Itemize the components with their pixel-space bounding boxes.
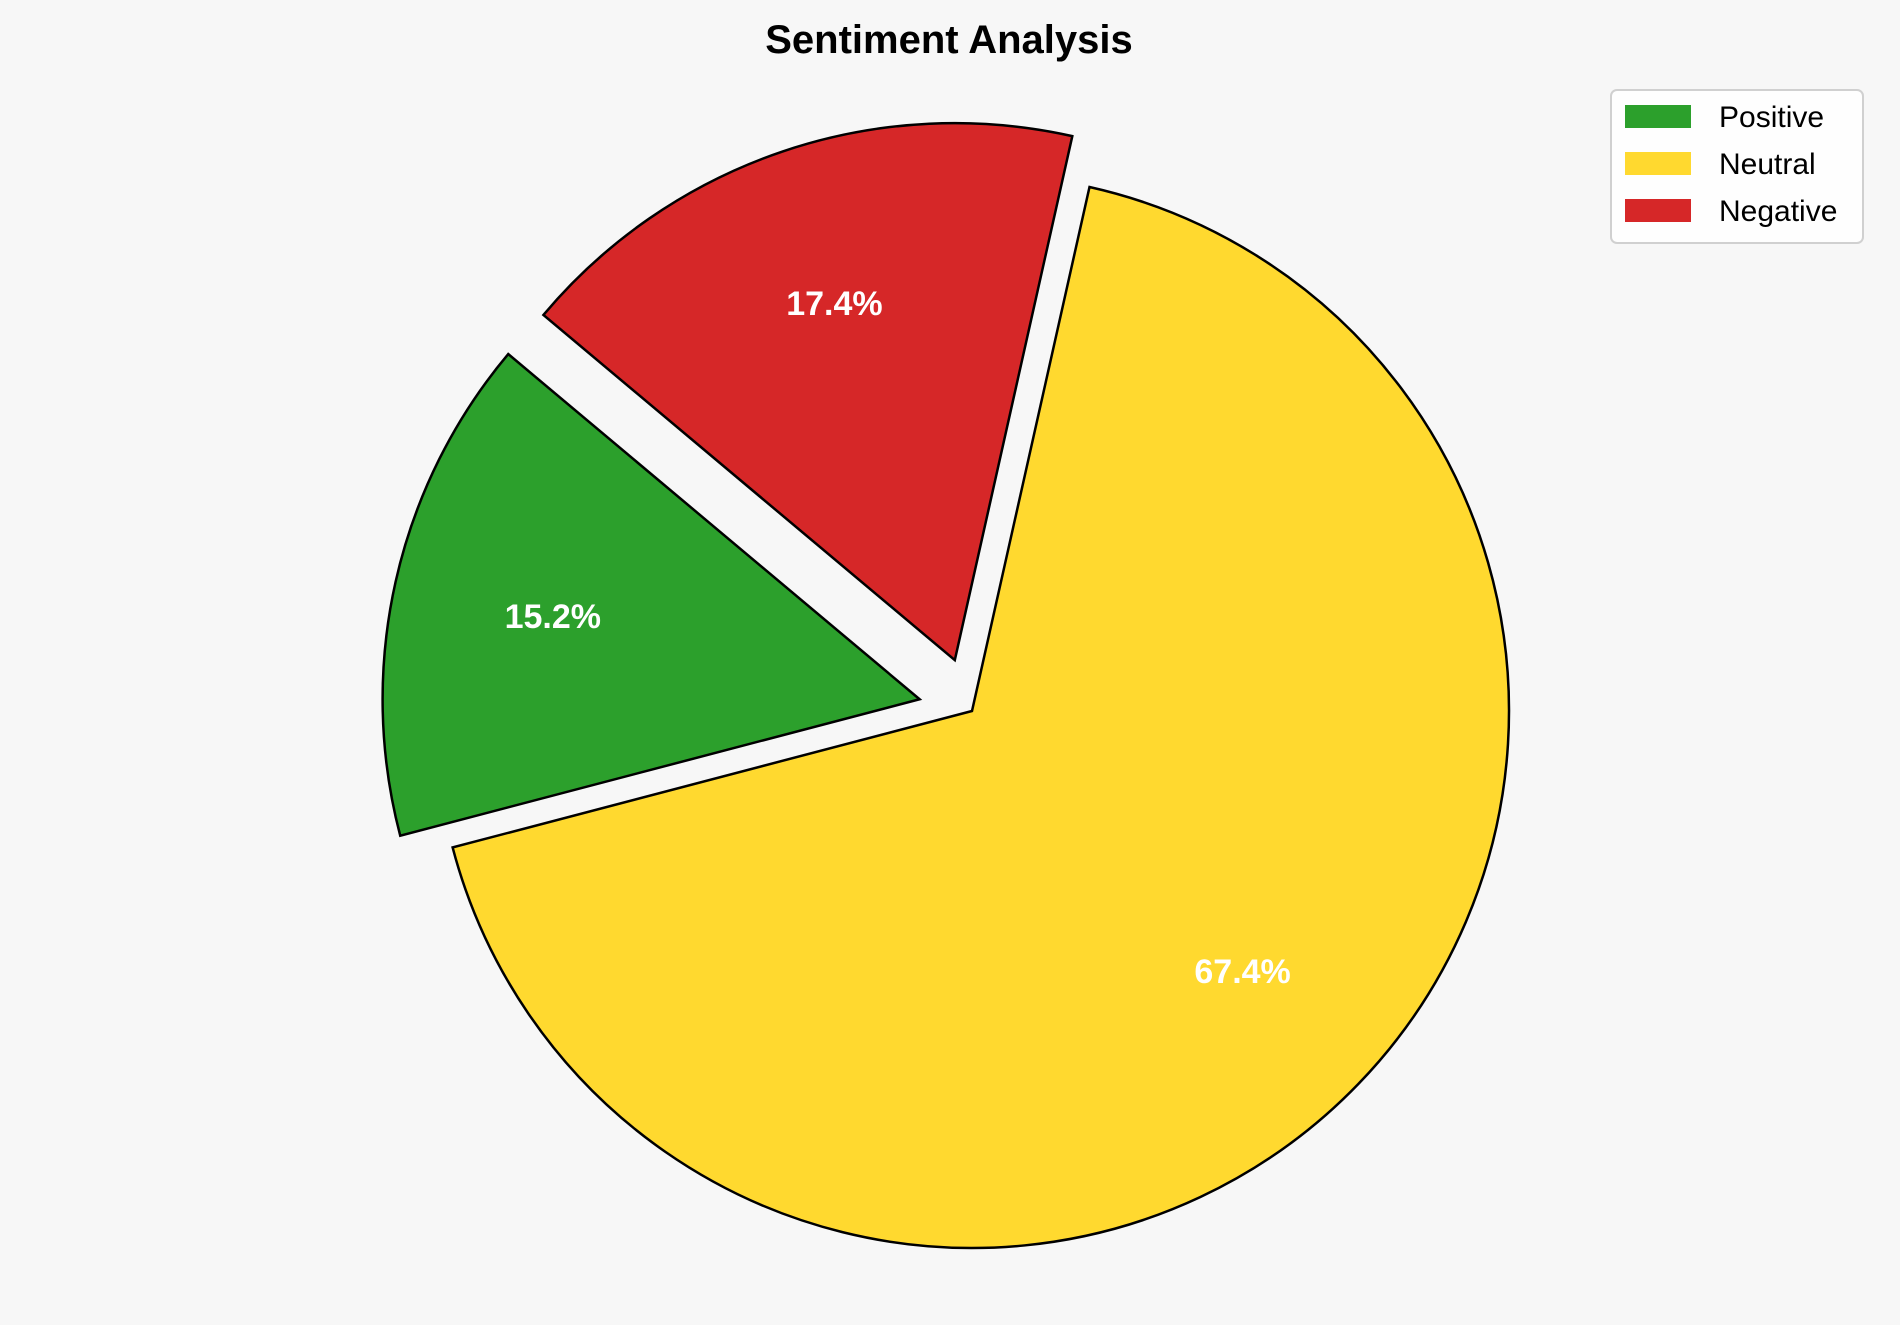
pie-label-negative: 17.4% — [786, 285, 882, 323]
pie-slice-negative — [541, 121, 1074, 663]
legend-label-neutral: Neutral — [1719, 148, 1816, 181]
legend-swatch-positive — [1625, 105, 1691, 128]
chart-title: Sentiment Analysis — [765, 18, 1133, 62]
pie-label-neutral: 67.4% — [1194, 953, 1290, 991]
legend-swatch-neutral — [1625, 152, 1691, 175]
pie-label-positive: 15.2% — [505, 598, 601, 636]
pie-labels: 15.2% 67.4% 17.4% — [505, 285, 1291, 991]
pie-slice-neutral — [451, 185, 1511, 1250]
legend-label-negative: Negative — [1719, 195, 1837, 228]
legend-label-positive: Positive — [1719, 101, 1824, 134]
legend: Positive Neutral Negative — [1610, 89, 1864, 244]
legend-swatch-negative — [1625, 199, 1691, 222]
pie-slices — [381, 121, 1511, 1250]
pie-slice-positive — [381, 352, 923, 838]
